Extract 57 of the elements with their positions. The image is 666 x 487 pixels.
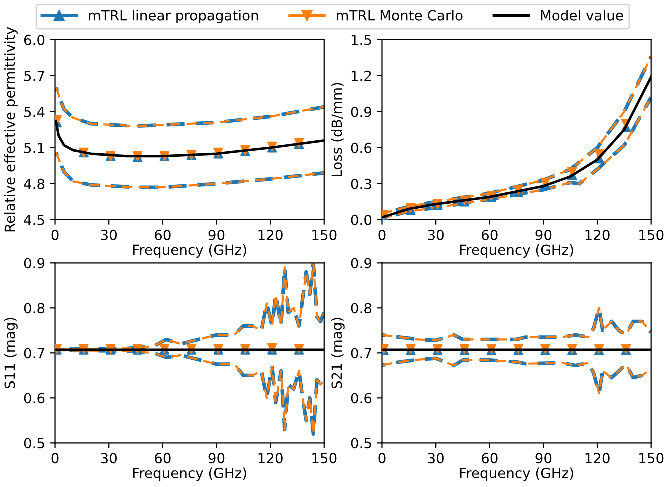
x-tick-label: 0 [52,453,59,464]
x-tick-label: 150 [640,230,664,240]
x-tick-label: 150 [312,453,337,464]
x-tick-label: 150 [312,230,337,240]
y-tick-label: 5.7 [24,71,44,82]
x-tick-label: 60 [482,230,498,240]
legend-label: mTRL linear propagation [89,10,258,24]
y-tick-label: 5.4 [24,107,45,118]
y-axis-title: S21 (mag) [331,318,345,389]
y-tick-label: 1.2 [352,70,372,82]
legend-label: mTRL Monte Carlo [337,10,463,21]
x-tick-label: 30 [101,453,118,464]
x-tick-label: 0 [378,230,386,240]
y-tick-label: 0.0 [351,214,372,226]
y-tick-label: 0.6 [351,142,372,154]
y-tick-label: 0.9 [351,258,372,269]
y-axis-title: Loss (dB/mm) [331,83,344,176]
x-axis-title: Frequency (GHz) [460,468,574,482]
x-tick-label: 60 [155,230,171,240]
x-tick-label: 90 [536,453,552,464]
x-tick-label: 90 [536,230,552,240]
y-tick-label: 0.5 [351,438,372,449]
y-tick-label: 4.5 [24,215,44,226]
y-tick-label: 0.6 [24,393,45,404]
x-axis-title: Frequency (GHz) [460,244,574,258]
y-tick-label: 0.9 [351,106,372,118]
y-tick-label: 0.8 [351,303,372,314]
x-axis-title: Frequency (GHz) [133,244,246,258]
y-tick-label: 0.8 [24,303,45,314]
y-tick-label: 4.8 [24,178,45,190]
y-axis-title: S11 (mag) [4,318,18,389]
y-tick-label: 0.6 [351,393,372,404]
y-tick-label: 6.0 [24,34,45,46]
y-tick-label: 0.9 [24,258,45,269]
x-tick-label: 120 [586,453,610,464]
x-tick-label: 0 [52,230,59,240]
x-tick-label: 30 [428,453,444,464]
x-tick-label: 60 [155,453,171,464]
x-tick-label: 120 [586,230,610,240]
x-tick-label: 30 [428,230,444,240]
x-tick-label: 90 [208,230,225,240]
y-tick-label: 0.5 [24,438,44,449]
x-tick-label: 60 [482,453,498,464]
y-tick-label: 1.5 [352,35,372,46]
legend-label: Model value [541,10,624,21]
y-tick-label: 5.1 [24,143,44,154]
x-tick-label: 120 [258,230,283,240]
y-tick-label: 0.7 [24,348,44,359]
x-tick-label: 30 [101,230,118,240]
y-axis-title: Relative effective permittivity [4,27,18,232]
x-tick-label: 0 [378,453,386,464]
y-tick-label: 0.7 [351,348,372,359]
x-tick-label: 120 [258,453,283,464]
x-tick-label: 90 [208,453,225,464]
x-tick-label: 150 [640,453,664,464]
x-axis-title: Frequency (GHz) [133,468,246,482]
y-tick-label: 0.3 [351,178,372,190]
